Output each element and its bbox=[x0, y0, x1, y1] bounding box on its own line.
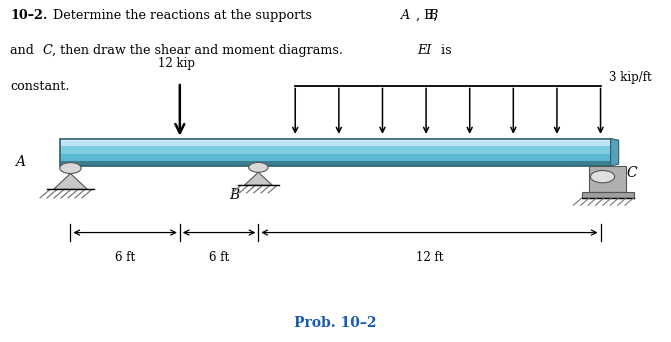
Text: 6 ft: 6 ft bbox=[209, 251, 229, 264]
Text: 12 kip: 12 kip bbox=[158, 57, 195, 70]
Text: 3 kip/ft: 3 kip/ft bbox=[609, 71, 652, 84]
Text: A: A bbox=[401, 9, 411, 22]
Polygon shape bbox=[60, 154, 611, 161]
Polygon shape bbox=[611, 139, 619, 166]
Text: B: B bbox=[229, 188, 240, 202]
Text: 10–2.: 10–2. bbox=[10, 9, 48, 22]
Text: , B,: , B, bbox=[416, 9, 437, 22]
Polygon shape bbox=[582, 192, 633, 198]
Text: 6 ft: 6 ft bbox=[115, 251, 135, 264]
Polygon shape bbox=[60, 161, 611, 166]
Text: EI: EI bbox=[417, 44, 431, 57]
Polygon shape bbox=[244, 172, 272, 185]
Circle shape bbox=[60, 162, 81, 173]
Polygon shape bbox=[54, 173, 87, 189]
Text: Determine the reactions at the supports: Determine the reactions at the supports bbox=[49, 9, 316, 22]
Text: A: A bbox=[15, 156, 25, 169]
Text: Prob. 10–2: Prob. 10–2 bbox=[295, 316, 376, 330]
Polygon shape bbox=[590, 166, 627, 192]
Circle shape bbox=[590, 170, 615, 183]
Text: is: is bbox=[437, 44, 452, 57]
Text: C: C bbox=[42, 44, 52, 57]
Polygon shape bbox=[60, 139, 611, 141]
Polygon shape bbox=[60, 146, 611, 154]
Polygon shape bbox=[60, 139, 611, 146]
Text: 12 ft: 12 ft bbox=[416, 251, 443, 264]
Text: , then draw the shear and moment diagrams.: , then draw the shear and moment diagram… bbox=[52, 44, 348, 57]
Circle shape bbox=[249, 162, 268, 172]
Text: constant.: constant. bbox=[10, 80, 70, 93]
Text: C: C bbox=[626, 166, 637, 180]
Text: B: B bbox=[428, 9, 437, 22]
Text: and: and bbox=[10, 44, 38, 57]
